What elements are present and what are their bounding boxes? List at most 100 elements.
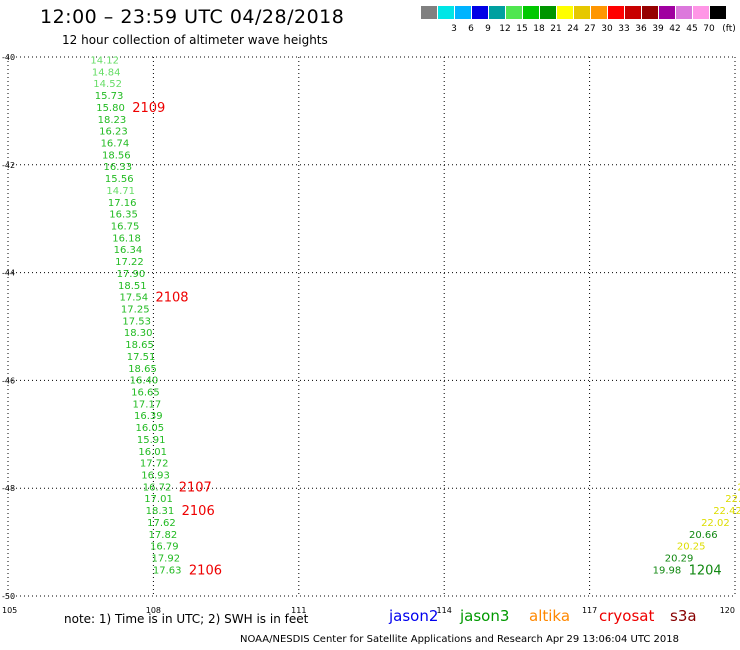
wave-height-reading: 18.51 [118, 281, 147, 292]
wave-height-reading: 14.84 [92, 67, 121, 78]
legend-swatch [540, 6, 556, 19]
satellite-label-s3a: s3a [670, 607, 697, 625]
legend-swatch [489, 6, 505, 19]
legend-label: 39 [652, 24, 664, 34]
legend-swatch [659, 6, 675, 19]
legend-swatch [710, 6, 726, 19]
satellite-label-jason2: jason2 [389, 607, 439, 625]
satellite-label-altika: altika [529, 607, 571, 625]
wave-height-reading: 22.42 [713, 506, 740, 517]
wave-height-reading: 16.40 [130, 376, 159, 387]
legend-swatch [421, 6, 437, 19]
wave-height-reading: 17.72 [140, 459, 169, 470]
pass-time-label: 2108 [155, 291, 188, 306]
wave-height-reading: 17.63 [153, 565, 182, 576]
wave-height-reading: 17.01 [144, 494, 173, 505]
legend-label: 45 [686, 24, 698, 34]
legend-label: 70 [703, 24, 715, 34]
legend-label: 36 [635, 24, 647, 34]
wave-height-reading: 16.74 [101, 138, 130, 149]
map-subtitle: 12 hour collection of altimeter wave hei… [62, 33, 328, 47]
wave-height-reading: 15.91 [137, 435, 166, 446]
wave-height-reading: 22.21 [725, 494, 740, 505]
wave-height-reading: 15.73 [95, 91, 124, 102]
wave-height-reading: 16.05 [135, 423, 164, 434]
wave-height-reading: 17.16 [108, 198, 137, 209]
legend-swatch [591, 6, 607, 19]
legend-swatch [625, 6, 641, 19]
legend-swatch [676, 6, 692, 19]
wave-height-reading: 21.84 [737, 482, 740, 493]
lon-tick-label: 117 [582, 606, 597, 615]
satellite-label-cryosat: cryosat [599, 607, 655, 625]
wave-height-reading: 22.02 [701, 518, 730, 529]
legend-swatch [506, 6, 522, 19]
wave-height-reading: 17.62 [147, 518, 176, 529]
wave-height-reading: 17.25 [121, 304, 150, 315]
legend-swatch [608, 6, 624, 19]
legend-swatch [574, 6, 590, 19]
lon-tick-label: 114 [437, 606, 452, 615]
legend-unit: (ft) [722, 24, 736, 34]
wave-height-reading: 16.93 [141, 470, 170, 481]
wave-height-reading: 16.35 [109, 210, 138, 221]
wave-height-reading: 18.23 [98, 115, 127, 126]
legend-label: 30 [601, 24, 613, 34]
wave-height-reading: 20.29 [665, 554, 694, 565]
wave-height-reading: 16.79 [150, 542, 179, 553]
lat-tick-label: -50 [2, 592, 15, 601]
pass-time-label: 2106 [182, 504, 215, 519]
legend-label: 15 [516, 24, 528, 34]
lat-tick-label: -48 [2, 484, 15, 493]
wave-height-reading: 17.17 [133, 399, 162, 410]
legend-label: 18 [533, 24, 545, 34]
wave-height-reading: 17.22 [115, 257, 144, 268]
pass-time-label: 1204 [689, 563, 722, 578]
pass-time-label: 2109 [132, 101, 165, 116]
lon-tick-label: 108 [146, 606, 161, 615]
legend-swatch [557, 6, 573, 19]
wave-height-reading: 17.90 [117, 269, 146, 280]
lon-tick-label: 105 [2, 606, 17, 615]
legend-label: 12 [499, 24, 511, 34]
lon-tick-label: 111 [291, 606, 306, 615]
legend-swatch [472, 6, 488, 19]
wave-height-reading: 16.39 [134, 411, 163, 422]
wave-height-reading: 17.82 [149, 530, 178, 541]
legend-label: 42 [669, 24, 681, 34]
wave-height-reading: 14.52 [93, 79, 122, 90]
wave-height-reading: 16.65 [131, 387, 160, 398]
wave-height-reading: 18.56 [102, 150, 131, 161]
legend-swatch [438, 6, 454, 19]
wave-height-reading: 16.33 [103, 162, 132, 173]
legend-label: 3 [451, 24, 457, 34]
wave-height-reading: 18.31 [146, 506, 175, 517]
wave-height-reading: 16.18 [112, 233, 141, 244]
wave-height-reading: 14.71 [106, 186, 135, 197]
lat-tick-label: -46 [2, 376, 15, 385]
wave-height-reading: 15.56 [105, 174, 134, 185]
wave-height-reading: 18.65 [128, 364, 157, 375]
wave-height-reading: 15.80 [96, 103, 125, 114]
lat-tick-label: -40 [2, 53, 15, 62]
units-note: note: 1) Time is in UTC; 2) SWH is in fe… [64, 612, 309, 626]
pass-time-label: 2107 [179, 480, 212, 495]
footer-credit: NOAA/NESDIS Center for Satellite Applica… [240, 634, 679, 645]
wave-height-reading: 17.51 [127, 352, 156, 363]
legend-label: 21 [550, 24, 562, 34]
wave-height-reading: 16.72 [143, 482, 172, 493]
wave-height-reading: 16.01 [138, 447, 167, 458]
wave-height-reading: 16.34 [114, 245, 143, 256]
wave-height-reading: 16.75 [111, 221, 140, 232]
legend-label: 24 [567, 24, 579, 34]
lat-tick-label: -42 [2, 161, 15, 170]
lat-tick-label: -44 [2, 269, 15, 278]
wave-height-reading: 19.98 [653, 565, 682, 576]
wave-height-reading: 20.25 [677, 542, 706, 553]
map-title: 12:00 – 23:59 UTC 04/28/2018 [40, 6, 345, 28]
legend-swatch [523, 6, 539, 19]
legend-swatch [642, 6, 658, 19]
wave-height-reading: 14.12 [90, 55, 119, 66]
wave-height-reading: 17.53 [122, 316, 151, 327]
